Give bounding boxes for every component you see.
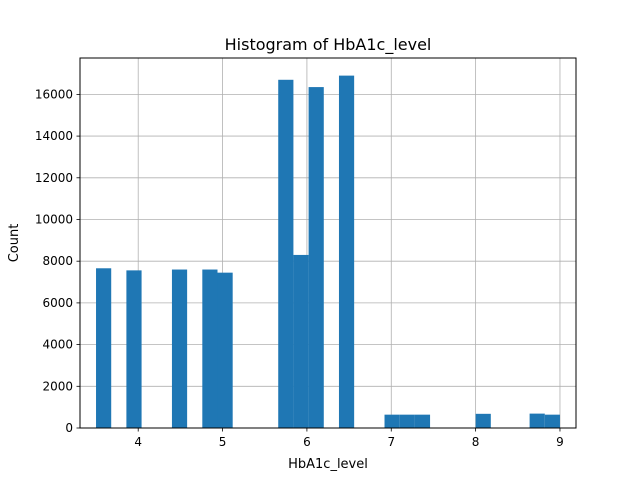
histogram-bar	[278, 79, 294, 428]
y-tick-label: 14000	[35, 129, 73, 143]
histogram-bar	[475, 413, 491, 428]
y-tick-label: 6000	[42, 296, 73, 310]
y-axis-label: Count	[7, 224, 22, 263]
x-tick-label: 5	[219, 435, 227, 449]
histogram-bar	[126, 270, 142, 428]
y-tick-label: 4000	[42, 338, 73, 352]
histogram-bar	[529, 413, 545, 428]
y-tick-label: 10000	[35, 212, 73, 226]
grid-lines	[80, 58, 576, 429]
y-tick-label: 2000	[42, 379, 73, 393]
x-axis-label: HbA1c_level	[288, 457, 368, 472]
histogram-bar	[338, 75, 355, 428]
histogram-bar	[544, 414, 560, 428]
histogram-bar	[293, 254, 309, 428]
y-tick-label: 8000	[42, 254, 73, 268]
histogram-bar	[414, 414, 431, 428]
axis-ticks: 4 5 6 7 8 9 0 2000 4000 6000 8000 10000 12000 14000 16…	[35, 87, 564, 449]
histogram-bar	[96, 268, 112, 428]
histogram-bar	[384, 414, 400, 428]
chart-title: Histogram of HbA1c_level	[225, 35, 432, 55]
histogram-bar	[202, 269, 218, 428]
histogram-bar	[171, 269, 188, 428]
y-tick-label: 0	[65, 421, 73, 435]
histogram-bar	[399, 414, 415, 428]
y-tick-label: 16000	[35, 87, 73, 101]
histogram-bar	[308, 87, 324, 428]
x-tick-label: 9	[556, 435, 564, 449]
x-tick-label: 8	[472, 435, 480, 449]
x-tick-label: 4	[134, 435, 142, 449]
histogram-bar	[217, 272, 233, 428]
histogram-bars	[96, 75, 560, 428]
x-tick-label: 6	[303, 435, 311, 449]
y-tick-label: 12000	[35, 171, 73, 185]
x-tick-label: 7	[387, 435, 395, 449]
axes-frame	[79, 57, 577, 429]
